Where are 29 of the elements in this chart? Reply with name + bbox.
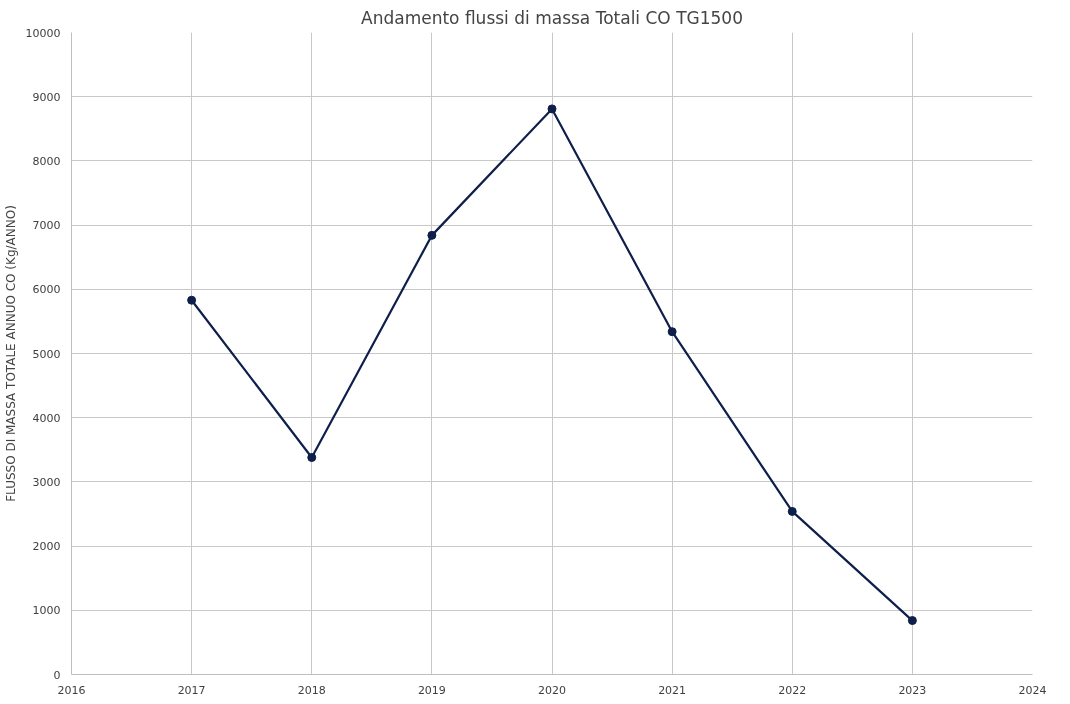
y-tick-label: 5000 <box>32 347 61 361</box>
point <box>787 506 797 516</box>
y-tick-label: 7000 <box>32 219 61 233</box>
x-tick-label: 2016 <box>57 683 86 697</box>
y-tick-label: 1000 <box>32 604 61 618</box>
y-tick-label: 4000 <box>32 411 61 425</box>
point <box>427 230 437 240</box>
x-tick-label: 2019 <box>417 683 446 697</box>
y-tick-label: 2000 <box>32 540 61 554</box>
point <box>547 104 557 114</box>
point <box>907 616 917 626</box>
y-tick-label: 3000 <box>32 475 61 489</box>
x-tick-label: 2020 <box>538 683 566 697</box>
x-tick-label: 2021 <box>658 683 687 697</box>
y-tick-label: 6000 <box>32 283 61 297</box>
y-tick-label: 9000 <box>32 90 61 104</box>
y-tick-label: 8000 <box>32 154 61 168</box>
point <box>667 327 677 337</box>
x-tick-label: 2022 <box>778 683 807 697</box>
point <box>307 453 317 462</box>
x-tick-label: 2023 <box>898 683 927 697</box>
x-tick-label: 2018 <box>297 683 326 697</box>
x-tick-label: 2017 <box>177 683 206 697</box>
chart-title: Andamento flussi di massa Totali CO TG1500 <box>361 7 743 28</box>
point <box>187 295 197 305</box>
y-tick-label: 10000 <box>25 26 61 40</box>
y-tick-label: 0 <box>53 668 61 682</box>
x-tick-label: 2024 <box>1018 683 1047 697</box>
y-axis-title: FLUSSO DI MASSA TOTALE ANNUO CO (Kg/ANNO) <box>3 205 18 502</box>
